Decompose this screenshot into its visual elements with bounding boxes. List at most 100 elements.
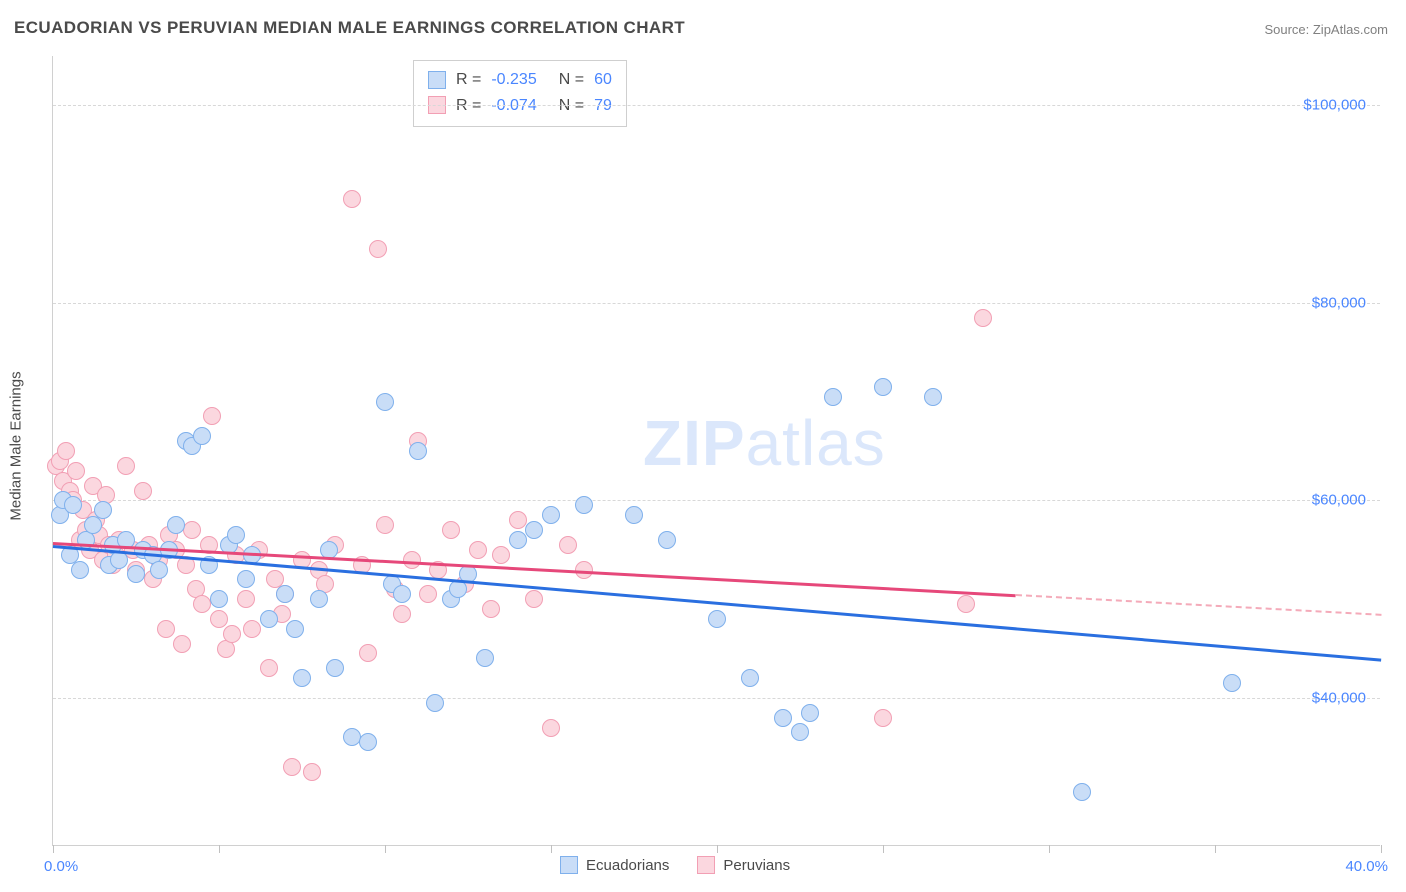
scatter-point bbox=[924, 388, 942, 406]
scatter-point bbox=[71, 561, 89, 579]
scatter-point bbox=[393, 605, 411, 623]
y-axis-title: Median Male Earnings bbox=[8, 371, 25, 520]
scatter-point bbox=[482, 600, 500, 618]
correlation-stats-box: R = -0.235N = 60R = -0.074N = 79 bbox=[413, 60, 627, 127]
scatter-point bbox=[492, 546, 510, 564]
stat-N-label: N = bbox=[559, 67, 584, 93]
scatter-point bbox=[293, 669, 311, 687]
scatter-point bbox=[957, 595, 975, 613]
scatter-point bbox=[183, 521, 201, 539]
scatter-point bbox=[575, 496, 593, 514]
scatter-point bbox=[94, 501, 112, 519]
legend-swatch bbox=[697, 856, 715, 874]
x-axis-max-label: 40.0% bbox=[1345, 858, 1388, 875]
legend-swatch bbox=[560, 856, 578, 874]
scatter-point bbox=[525, 521, 543, 539]
scatter-point bbox=[286, 620, 304, 638]
scatter-point bbox=[64, 496, 82, 514]
scatter-point bbox=[310, 590, 328, 608]
scatter-point bbox=[741, 669, 759, 687]
stat-R-value: -0.235 bbox=[491, 67, 536, 93]
scatter-point bbox=[824, 388, 842, 406]
scatter-point bbox=[243, 620, 261, 638]
series-swatch bbox=[428, 71, 446, 89]
gridline bbox=[53, 303, 1380, 304]
stat-N-value: 60 bbox=[594, 67, 612, 93]
watermark-light: atlas bbox=[746, 407, 886, 479]
gridline bbox=[53, 698, 1380, 699]
legend-item: Peruvians bbox=[697, 856, 790, 874]
gridline bbox=[53, 500, 1380, 501]
scatter-point bbox=[117, 457, 135, 475]
scatter-point bbox=[343, 190, 361, 208]
gridline bbox=[53, 105, 1380, 106]
legend-item: Ecuadorians bbox=[560, 856, 669, 874]
x-tick bbox=[883, 845, 884, 853]
scatter-point bbox=[237, 570, 255, 588]
scatter-point bbox=[708, 610, 726, 628]
trend-line-extrapolated bbox=[1016, 594, 1381, 616]
x-tick bbox=[53, 845, 54, 853]
y-tick-label: $40,000 bbox=[1312, 689, 1366, 706]
scatter-point bbox=[801, 704, 819, 722]
x-axis-min-label: 0.0% bbox=[44, 858, 78, 875]
scatter-point bbox=[157, 620, 175, 638]
scatter-point bbox=[283, 758, 301, 776]
scatter-point bbox=[303, 763, 321, 781]
x-tick bbox=[1049, 845, 1050, 853]
scatter-point bbox=[376, 516, 394, 534]
scatter-point bbox=[525, 590, 543, 608]
scatter-point bbox=[419, 585, 437, 603]
scatter-point bbox=[193, 595, 211, 613]
scatter-point bbox=[134, 482, 152, 500]
scatter-point bbox=[150, 561, 168, 579]
legend-label: Ecuadorians bbox=[586, 857, 669, 874]
y-tick-label: $80,000 bbox=[1312, 294, 1366, 311]
scatter-point bbox=[476, 649, 494, 667]
scatter-point bbox=[203, 407, 221, 425]
scatter-point bbox=[369, 240, 387, 258]
series-legend: Ecuadorians Peruvians bbox=[560, 856, 790, 874]
source-attribution: Source: ZipAtlas.com bbox=[1264, 22, 1388, 37]
scatter-point bbox=[974, 309, 992, 327]
scatter-point bbox=[210, 590, 228, 608]
scatter-point bbox=[227, 526, 245, 544]
scatter-point bbox=[193, 427, 211, 445]
scatter-point bbox=[509, 511, 527, 529]
scatter-point bbox=[167, 516, 185, 534]
y-tick-label: $100,000 bbox=[1303, 97, 1366, 114]
scatter-point bbox=[237, 590, 255, 608]
stat-R-label: R = bbox=[456, 67, 481, 93]
scatter-point bbox=[442, 521, 460, 539]
scatter-point bbox=[223, 625, 241, 643]
x-tick bbox=[551, 845, 552, 853]
scatter-point bbox=[658, 531, 676, 549]
scatter-point bbox=[1073, 783, 1091, 801]
x-tick bbox=[219, 845, 220, 853]
scatter-point bbox=[625, 506, 643, 524]
scatter-point bbox=[791, 723, 809, 741]
scatter-point bbox=[127, 565, 145, 583]
watermark-bold: ZIP bbox=[643, 407, 746, 479]
scatter-point bbox=[409, 442, 427, 460]
scatter-point bbox=[326, 659, 344, 677]
x-tick bbox=[1381, 845, 1382, 853]
scatter-point bbox=[469, 541, 487, 559]
scatter-point bbox=[359, 733, 377, 751]
scatter-point bbox=[343, 728, 361, 746]
scatter-point bbox=[874, 709, 892, 727]
scatter-point bbox=[509, 531, 527, 549]
scatter-point bbox=[359, 644, 377, 662]
scatter-point bbox=[559, 536, 577, 554]
scatter-point bbox=[393, 585, 411, 603]
scatter-point bbox=[542, 719, 560, 737]
scatter-point bbox=[260, 659, 278, 677]
x-tick bbox=[717, 845, 718, 853]
legend-label: Peruvians bbox=[723, 857, 790, 874]
stats-row: R = -0.235 N = 60 bbox=[428, 67, 612, 93]
scatter-point bbox=[874, 378, 892, 396]
scatter-point bbox=[57, 442, 75, 460]
scatter-point bbox=[1223, 674, 1241, 692]
watermark-text: ZIPatlas bbox=[643, 406, 886, 480]
scatter-point bbox=[67, 462, 85, 480]
